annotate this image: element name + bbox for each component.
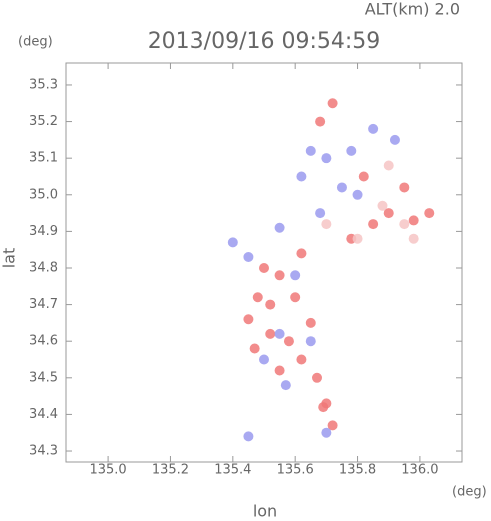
echo-point xyxy=(377,200,388,211)
echo-point xyxy=(283,336,294,347)
echo-point xyxy=(249,343,260,354)
echo-point xyxy=(243,431,254,442)
echo-point xyxy=(327,420,338,431)
y-tick-label: 34.8 xyxy=(29,260,58,275)
y-label: lat xyxy=(0,248,19,269)
echo-point xyxy=(352,233,363,244)
echo-point xyxy=(243,314,254,325)
echo-point xyxy=(399,219,410,230)
y-tick-label: 35.2 xyxy=(29,114,58,129)
y-tick-label: 34.3 xyxy=(29,444,58,459)
y-tick-label: 35.3 xyxy=(29,77,58,92)
echo-point xyxy=(265,299,276,310)
echo-point xyxy=(274,270,285,281)
x-tick-label: 135.0 xyxy=(89,463,126,478)
echo-point xyxy=(290,270,301,281)
y-tick-label: 34.9 xyxy=(29,224,58,239)
y-tick-label: 35.1 xyxy=(29,151,58,166)
echo-point xyxy=(290,292,301,303)
echo-point xyxy=(358,171,369,182)
x-tick-label: 135.2 xyxy=(152,463,189,478)
echo-point xyxy=(315,116,326,127)
echo-point xyxy=(296,248,307,259)
x-tick-label: 135.8 xyxy=(339,463,376,478)
echo-point xyxy=(321,219,332,230)
y-tick-label: 34.6 xyxy=(29,334,58,349)
x-tick-label: 135.6 xyxy=(277,463,314,478)
echo-point xyxy=(424,208,435,219)
echo-point xyxy=(321,427,332,438)
x-unit: (deg) xyxy=(452,485,487,500)
y-tick-label: 34.5 xyxy=(29,370,58,385)
echo-point xyxy=(352,189,363,200)
y-tick-label: 34.4 xyxy=(29,407,58,422)
echo-point xyxy=(305,145,316,156)
x-label: lon xyxy=(253,502,277,521)
echo-point xyxy=(243,252,254,263)
echo-point xyxy=(259,354,269,365)
echo-point xyxy=(408,233,419,244)
echo-point xyxy=(305,336,316,347)
echo-point xyxy=(252,292,263,303)
echo-point xyxy=(368,219,379,230)
echo-point xyxy=(296,354,307,365)
echo-point xyxy=(265,328,276,339)
echo-point xyxy=(408,215,419,226)
echo-point xyxy=(383,160,394,171)
echo-point xyxy=(321,153,332,164)
echo-point xyxy=(318,402,329,413)
echo-point xyxy=(296,171,307,182)
y-tick-label: 35.0 xyxy=(29,187,58,202)
subtitle: ALT(km) 2.0 xyxy=(365,0,460,19)
echo-point xyxy=(227,237,238,248)
plot-frame xyxy=(65,62,463,463)
echo-point xyxy=(368,123,379,134)
echo-point xyxy=(259,262,269,273)
echo-point xyxy=(383,208,394,219)
echo-point xyxy=(389,134,400,145)
echo-point xyxy=(280,380,291,391)
x-tick-label: 136.0 xyxy=(401,463,438,478)
echo-point xyxy=(327,98,338,109)
echo-point xyxy=(399,182,410,193)
echo-point xyxy=(346,145,357,156)
echo-point xyxy=(315,208,326,219)
echo-point xyxy=(312,372,323,383)
echo-point xyxy=(274,365,285,376)
x-tick-label: 135.4 xyxy=(214,463,251,478)
y-unit: (deg) xyxy=(18,35,53,50)
echo-point xyxy=(336,182,347,193)
chart-title: 2013/09/16 09:54:59 xyxy=(148,29,381,54)
echo-point xyxy=(274,222,285,233)
echo-point xyxy=(274,328,285,339)
echo-point xyxy=(305,317,316,328)
y-tick-label: 34.7 xyxy=(29,297,58,312)
